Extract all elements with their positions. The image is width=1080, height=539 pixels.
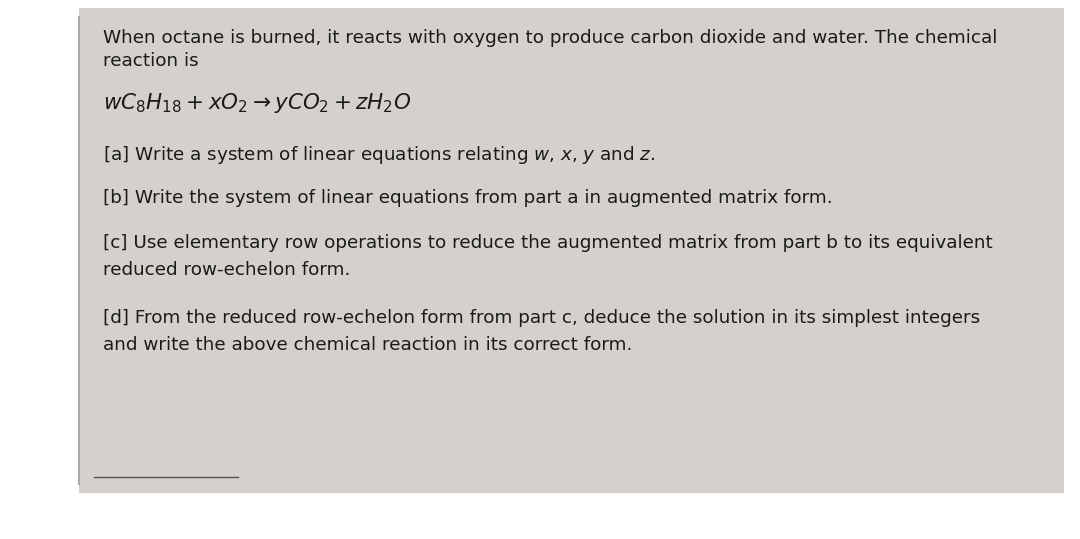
Text: When octane is burned, it reacts with oxygen to produce carbon dioxide and water: When octane is burned, it reacts with ox…	[103, 29, 997, 47]
Text: reaction is: reaction is	[103, 52, 199, 70]
Text: $wC_8H_{18} + xO_2 \rightarrow yCO_2 + zH_2O$: $wC_8H_{18} + xO_2 \rightarrow yCO_2 + z…	[103, 91, 410, 115]
Text: [c] Use elementary row operations to reduce the augmented matrix from part b to : [c] Use elementary row operations to red…	[103, 234, 993, 252]
Text: [d] From the reduced row-echelon form from part c, deduce the solution in its si: [d] From the reduced row-echelon form fr…	[103, 309, 980, 327]
Text: reduced row-echelon form.: reduced row-echelon form.	[103, 261, 350, 279]
Text: [a] Write a system of linear equations relating $w$, $x$, $y$ and $z$.: [a] Write a system of linear equations r…	[103, 144, 656, 166]
Text: and write the above chemical reaction in its correct form.: and write the above chemical reaction in…	[103, 336, 632, 354]
Text: [b] Write the system of linear equations from part a in augmented matrix form.: [b] Write the system of linear equations…	[103, 189, 833, 207]
